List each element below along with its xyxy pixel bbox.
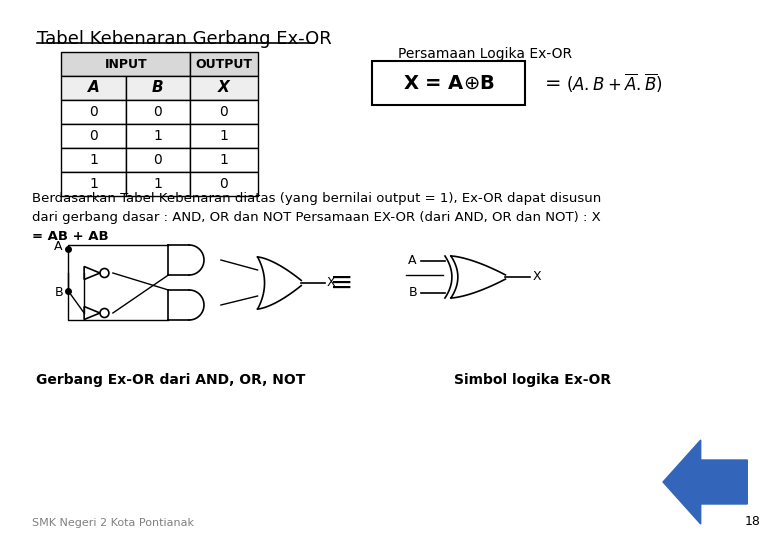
Text: 18: 18 (744, 515, 760, 528)
Bar (371, 61, 525, 105)
Text: 0: 0 (89, 129, 98, 143)
Bar (62, 100, 126, 124)
Text: 0: 0 (154, 153, 162, 167)
Bar (190, 124, 257, 148)
Text: B: B (408, 287, 417, 300)
Bar (126, 148, 190, 172)
Bar (126, 76, 190, 100)
Bar (126, 100, 190, 124)
Text: 1: 1 (219, 129, 229, 143)
Text: 0: 0 (89, 105, 98, 119)
Bar (190, 52, 257, 76)
Text: OUTPUT: OUTPUT (196, 57, 253, 71)
Text: 1: 1 (154, 129, 162, 143)
Text: X: X (327, 276, 335, 289)
Text: 1: 1 (89, 177, 98, 191)
Text: A: A (55, 240, 63, 253)
Text: Tabel Kebenaran Gerbang Ex-OR: Tabel Kebenaran Gerbang Ex-OR (37, 30, 332, 48)
Bar (126, 172, 190, 196)
Text: SMK Negeri 2 Kota Pontianak: SMK Negeri 2 Kota Pontianak (32, 518, 193, 528)
Text: 1: 1 (154, 177, 162, 191)
Text: 0: 0 (219, 177, 229, 191)
Bar (62, 148, 126, 172)
Bar (62, 52, 190, 76)
Text: Simbol logika Ex-OR: Simbol logika Ex-OR (454, 373, 611, 387)
Bar (190, 100, 257, 124)
Bar (126, 124, 190, 148)
Text: 0: 0 (154, 105, 162, 119)
Text: Gerbang Ex-OR dari AND, OR, NOT: Gerbang Ex-OR dari AND, OR, NOT (36, 373, 305, 387)
Text: Berdasarkan Tabel Kebenaran diatas (yang bernilai output = 1), Ex-OR dapat disus: Berdasarkan Tabel Kebenaran diatas (yang… (32, 192, 601, 205)
Text: ≡: ≡ (330, 269, 353, 297)
Text: dari gerbang dasar : AND, OR dan NOT Persamaan EX-OR (dari AND, OR dan NOT) : X: dari gerbang dasar : AND, OR dan NOT Per… (32, 211, 601, 224)
Text: = AB + AB: = AB + AB (32, 230, 108, 243)
Text: INPUT: INPUT (105, 57, 147, 71)
Text: X: X (218, 80, 230, 96)
Polygon shape (663, 440, 747, 524)
Bar (190, 148, 257, 172)
Text: $(A.B + \overline{A}.\overline{B})$: $(A.B + \overline{A}.\overline{B})$ (566, 71, 663, 94)
Text: A: A (408, 254, 417, 267)
Bar (62, 76, 126, 100)
Text: 1: 1 (219, 153, 229, 167)
Bar (62, 124, 126, 148)
Text: =: = (544, 73, 562, 92)
Bar (62, 172, 126, 196)
Text: 1: 1 (89, 153, 98, 167)
Bar (190, 172, 257, 196)
Text: 0: 0 (219, 105, 229, 119)
Text: Persamaan Logika Ex-OR: Persamaan Logika Ex-OR (399, 47, 573, 61)
Text: X: X (532, 271, 541, 284)
Text: A: A (87, 80, 99, 96)
Text: B: B (152, 80, 164, 96)
Bar (190, 76, 257, 100)
Text: B: B (55, 287, 63, 300)
Text: X = A$\oplus$B: X = A$\oplus$B (402, 73, 495, 92)
